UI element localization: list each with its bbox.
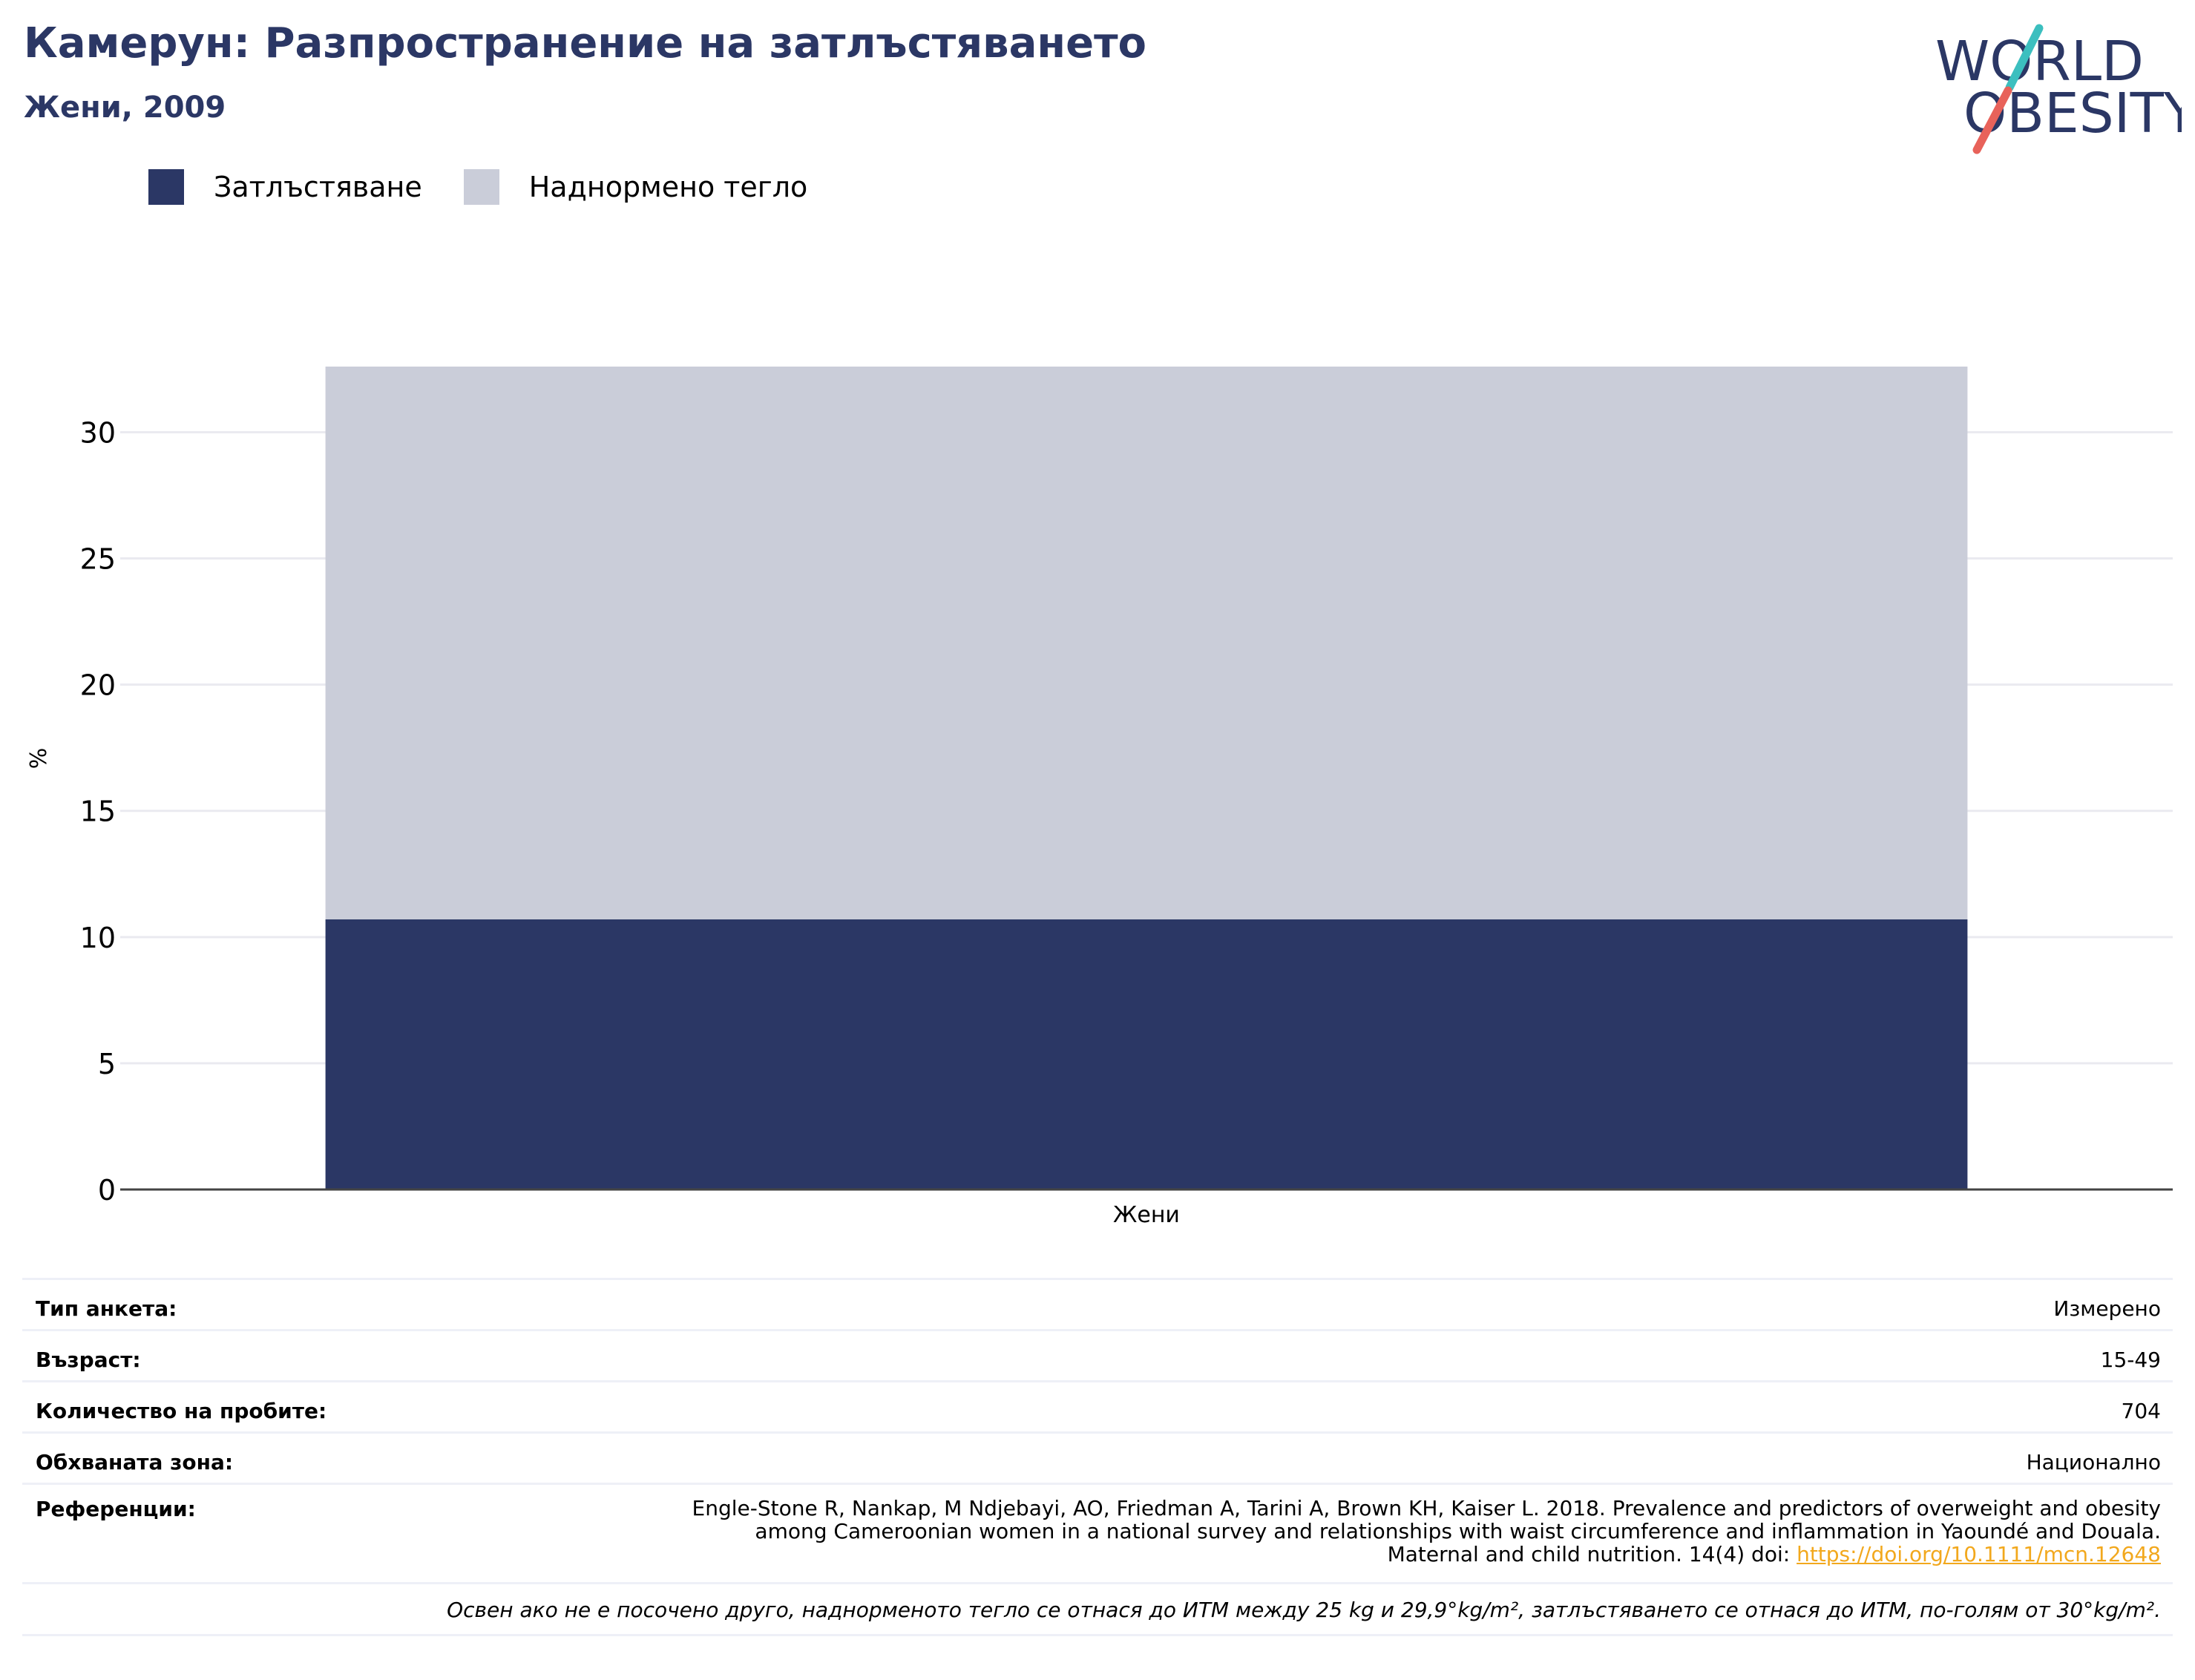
info-label-area: Обхваната зона: <box>36 1450 234 1474</box>
x-axis-ticks: Жени <box>1113 1202 1180 1228</box>
info-row-area: Обхваната зона: Национално <box>22 1434 2173 1485</box>
logo-line1: WORLD <box>1935 30 2144 93</box>
info-row-survey-type: Тип анкета: Измерено <box>22 1280 2173 1331</box>
bar-chart: 0 5 10 15 20 25 30 Жени % <box>26 367 2173 1228</box>
info-value-survey-type: Измерено <box>2053 1296 2161 1321</box>
info-value-sample-size: 704 <box>2121 1399 2161 1423</box>
page-subtitle: Жени, 2009 <box>24 91 226 125</box>
info-label-references: Референции: <box>36 1497 196 1521</box>
reference-doi-link[interactable]: https://doi.org/10.1111/mcn.12648 <box>1797 1542 2161 1566</box>
legend-label-obesity: Затлъстяване <box>214 171 422 203</box>
legend-label-overweight: Наднормено тегло <box>528 171 808 203</box>
reference-line-2: among Cameroonian women in a national su… <box>755 1519 2161 1543</box>
info-row-age: Възраст: 15-49 <box>22 1331 2173 1382</box>
world-obesity-logo: WORLD OBESITY <box>1935 24 2182 154</box>
survey-info-table: Тип анкета: Измерено Възраст: 15-49 Коли… <box>22 1278 2173 1636</box>
bar-obesity[interactable] <box>325 919 1968 1190</box>
reference-line-3: Maternal and child nutrition. 14(4) doi: <box>1387 1542 1797 1566</box>
reference-line-1: Engle-Stone R, Nankap, M Ndjebayi, AO, F… <box>692 1496 2162 1520</box>
info-label-sample-size: Количество на пробите: <box>36 1399 327 1423</box>
legend-item-obesity[interactable]: Затлъстяване <box>148 169 422 205</box>
y-tick-label: 30 <box>80 416 116 449</box>
y-tick-label: 20 <box>80 669 116 702</box>
logo-slash-top <box>2005 24 2044 92</box>
footnote-definition: Освен ако не е посочено друго, наднормен… <box>22 1584 2173 1636</box>
info-value-age: 15-49 <box>2100 1348 2161 1372</box>
y-tick-label: 5 <box>98 1048 116 1080</box>
bar-stack <box>325 367 1968 1190</box>
info-value-references: Engle-Stone R, Nankap, M Ndjebayi, AO, F… <box>692 1497 2162 1566</box>
info-value-area: Национално <box>2026 1450 2161 1474</box>
bar-overweight[interactable] <box>325 367 1968 920</box>
x-tick-label: Жени <box>1113 1202 1180 1228</box>
page-title: Камерун: Разпространение на затлъстяване… <box>24 19 1147 68</box>
legend-item-overweight[interactable]: Наднормено тегло <box>463 169 808 205</box>
y-tick-label: 10 <box>80 922 116 954</box>
info-row-references: Референции: Engle-Stone R, Nankap, M Ndj… <box>22 1485 2173 1584</box>
y-tick-label: 15 <box>80 795 116 828</box>
y-axis-label: % <box>26 748 52 770</box>
info-row-sample-size: Количество на пробите: 704 <box>22 1382 2173 1434</box>
chart-legend: Затлъстяване Наднормено тегло <box>148 169 849 205</box>
legend-swatch-obesity <box>148 169 184 205</box>
info-label-age: Възраст: <box>36 1348 141 1372</box>
y-tick-label: 25 <box>80 543 116 576</box>
y-tick-label: 0 <box>98 1174 116 1207</box>
logo-slash-bottom <box>1972 86 2012 154</box>
info-label-survey-type: Тип анкета: <box>36 1296 177 1321</box>
y-axis-ticks: 0 5 10 15 20 25 30 <box>80 416 116 1207</box>
legend-swatch-overweight <box>463 169 499 205</box>
